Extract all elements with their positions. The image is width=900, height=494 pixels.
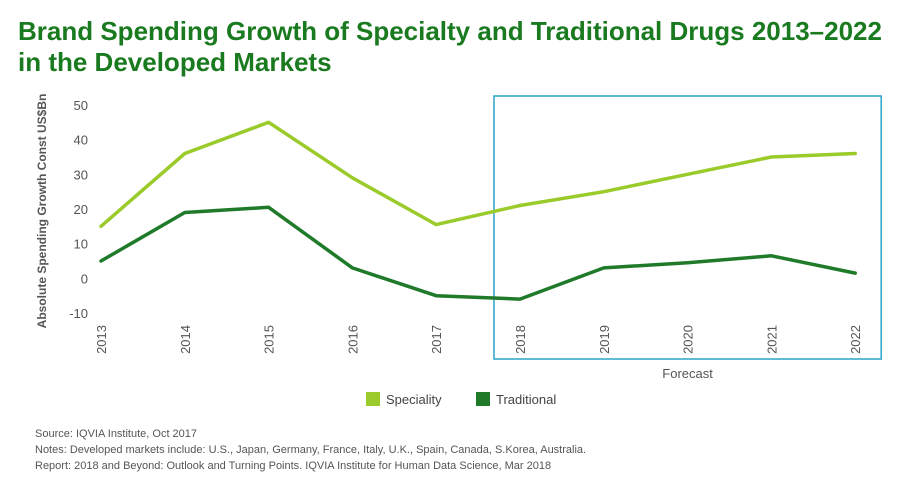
x-tick-label: 2020 <box>681 325 696 354</box>
x-tick-label: 2015 <box>262 325 277 354</box>
y-tick-label: -10 <box>69 306 88 321</box>
y-tick-label: 30 <box>74 167 88 182</box>
x-tick-label: 2021 <box>764 325 779 354</box>
series-line-traditional <box>99 205 857 301</box>
y-tick-label: 50 <box>74 98 88 113</box>
footnotes: Source: IQVIA Institute, Oct 2017 Notes:… <box>35 426 586 474</box>
chart-title: Brand Spending Growth of Specialty and T… <box>18 16 882 77</box>
x-tick-label: 2019 <box>597 325 612 354</box>
legend-swatch-speciality <box>366 392 380 406</box>
forecast-box <box>493 95 882 360</box>
legend-label-traditional: Traditional <box>496 392 556 407</box>
y-tick-label: 0 <box>81 271 88 286</box>
y-tick-label: 10 <box>74 237 88 252</box>
legend-swatch-traditional <box>476 392 490 406</box>
y-tick-label: 40 <box>74 133 88 148</box>
report-note: Report: 2018 and Beyond: Outlook and Tur… <box>35 460 552 472</box>
x-tick-label: 2017 <box>429 325 444 354</box>
x-tick-label: 2016 <box>345 325 360 354</box>
markets-note: Notes: Developed markets include: U.S., … <box>35 444 587 456</box>
x-tick-label: 2018 <box>513 325 528 354</box>
x-tick-label: 2014 <box>178 325 193 354</box>
legend-label-speciality: Speciality <box>386 392 442 407</box>
forecast-label: Forecast <box>662 366 713 381</box>
x-tick-label: 2013 <box>94 325 109 354</box>
y-axis-label: Absolute Spending Growth Const US$Bn <box>35 94 49 329</box>
y-tick-label: 20 <box>74 202 88 217</box>
source-note: Source: IQVIA Institute, Oct 2017 <box>35 428 198 440</box>
series-line-speciality <box>99 120 857 229</box>
x-tick-label: 2022 <box>848 325 863 354</box>
